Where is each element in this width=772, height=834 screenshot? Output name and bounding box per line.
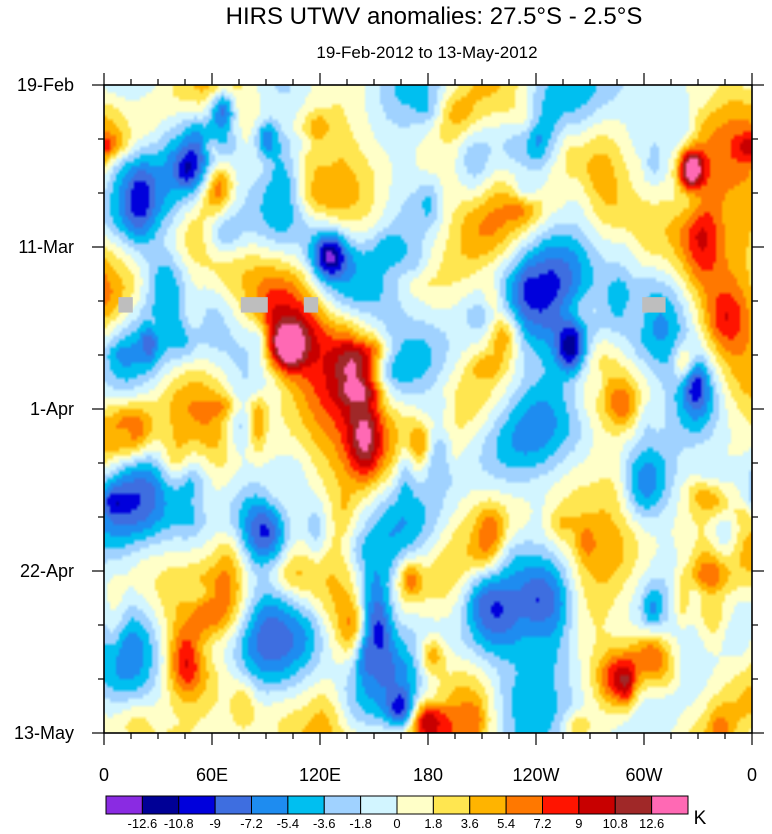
colorbar-swatch bbox=[287, 795, 325, 815]
missing-data-patch bbox=[240, 297, 268, 313]
colorbar-swatch bbox=[360, 795, 398, 815]
chart-title: HIRS UTWV anomalies: 27.5°S - 2.5°S bbox=[226, 3, 643, 30]
anomaly-field bbox=[104, 85, 752, 733]
colorbar-swatch bbox=[251, 795, 289, 815]
y-tick-label: 11-Mar bbox=[18, 237, 74, 257]
colorbar-level-label: -12.6 bbox=[128, 816, 158, 831]
y-axis: 19-Feb 11-Mar 1-Apr 22-Apr 13-May bbox=[14, 75, 764, 743]
y-tick-label: 22-Apr bbox=[20, 561, 74, 581]
x-tick-label: 180 bbox=[413, 765, 443, 785]
missing-data-layer bbox=[118, 297, 666, 313]
colorbar-level-label: -9 bbox=[209, 816, 221, 831]
colorbar-level-label: -5.4 bbox=[277, 816, 299, 831]
colorbar-swatch bbox=[178, 795, 216, 815]
colorbar: -12.6 -10.8 -9 -7.2 -5.4 -3.6 -1.8 0 1.8 3.6 5.4 7.… bbox=[105, 795, 689, 831]
x-tick-label: 60E bbox=[196, 765, 228, 785]
colorbar-level-label: 9 bbox=[575, 816, 582, 831]
colorbar-swatch bbox=[141, 795, 180, 815]
missing-data-patch bbox=[642, 297, 666, 313]
y-tick-label: 1-Apr bbox=[30, 399, 74, 419]
colorbar-unit-label: K bbox=[694, 808, 707, 829]
missing-data-patch bbox=[303, 297, 319, 313]
colorbar-swatch bbox=[323, 795, 362, 815]
colorbar-level-label: 1.8 bbox=[424, 816, 442, 831]
x-tick-label: 0 bbox=[99, 765, 109, 785]
colorbar-level-label: 5.4 bbox=[497, 816, 515, 831]
colorbar-level-label: -3.6 bbox=[313, 816, 335, 831]
colorbar-level-label: -1.8 bbox=[349, 816, 371, 831]
y-tick-label: 13-May bbox=[14, 723, 74, 743]
colorbar-swatch bbox=[214, 795, 252, 815]
colorbar-level-label: 10.8 bbox=[603, 816, 628, 831]
colorbar-level-label: -7.2 bbox=[240, 816, 262, 831]
y-tick-label: 19-Feb bbox=[17, 75, 74, 95]
colorbar-level-label: 0 bbox=[393, 816, 400, 831]
colorbar-swatch bbox=[469, 795, 507, 815]
colorbar-level-label: 12.6 bbox=[639, 816, 664, 831]
colorbar-swatch bbox=[105, 795, 143, 815]
x-tick-label: 120E bbox=[299, 765, 341, 785]
missing-data-patch bbox=[118, 297, 133, 313]
colorbar-level-label: 3.6 bbox=[461, 816, 479, 831]
colorbar-swatch bbox=[505, 795, 543, 815]
colorbar-level-label: -10.8 bbox=[164, 816, 194, 831]
x-tick-label: 0 bbox=[747, 765, 757, 785]
colorbar-swatch bbox=[396, 795, 434, 815]
x-tick-label: 120W bbox=[512, 765, 559, 785]
plot-area bbox=[103, 84, 753, 734]
chart-subtitle: 19-Feb-2012 to 13-May-2012 bbox=[316, 43, 537, 62]
colorbar-swatch bbox=[542, 795, 580, 815]
colorbar-level-label: 7.2 bbox=[533, 816, 551, 831]
colorbar-swatch bbox=[432, 795, 471, 815]
x-tick-label: 60W bbox=[625, 765, 662, 785]
colorbar-swatch bbox=[614, 795, 653, 815]
colorbar-swatch bbox=[651, 795, 689, 815]
x-axis: 0 60E 120E 180 120W 60W 0 bbox=[99, 73, 757, 785]
colorbar-swatch bbox=[578, 795, 616, 815]
